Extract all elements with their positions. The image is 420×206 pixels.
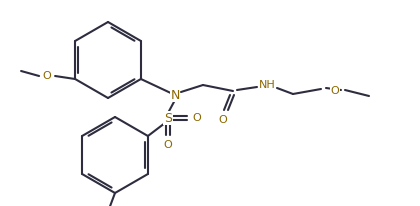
Text: NH: NH xyxy=(259,80,276,90)
Text: N: N xyxy=(171,89,180,102)
Text: O: O xyxy=(164,140,172,150)
Text: S: S xyxy=(164,111,172,124)
Text: O: O xyxy=(193,113,201,123)
Text: O: O xyxy=(43,71,52,81)
Text: O: O xyxy=(219,115,227,125)
Text: O: O xyxy=(331,86,339,96)
